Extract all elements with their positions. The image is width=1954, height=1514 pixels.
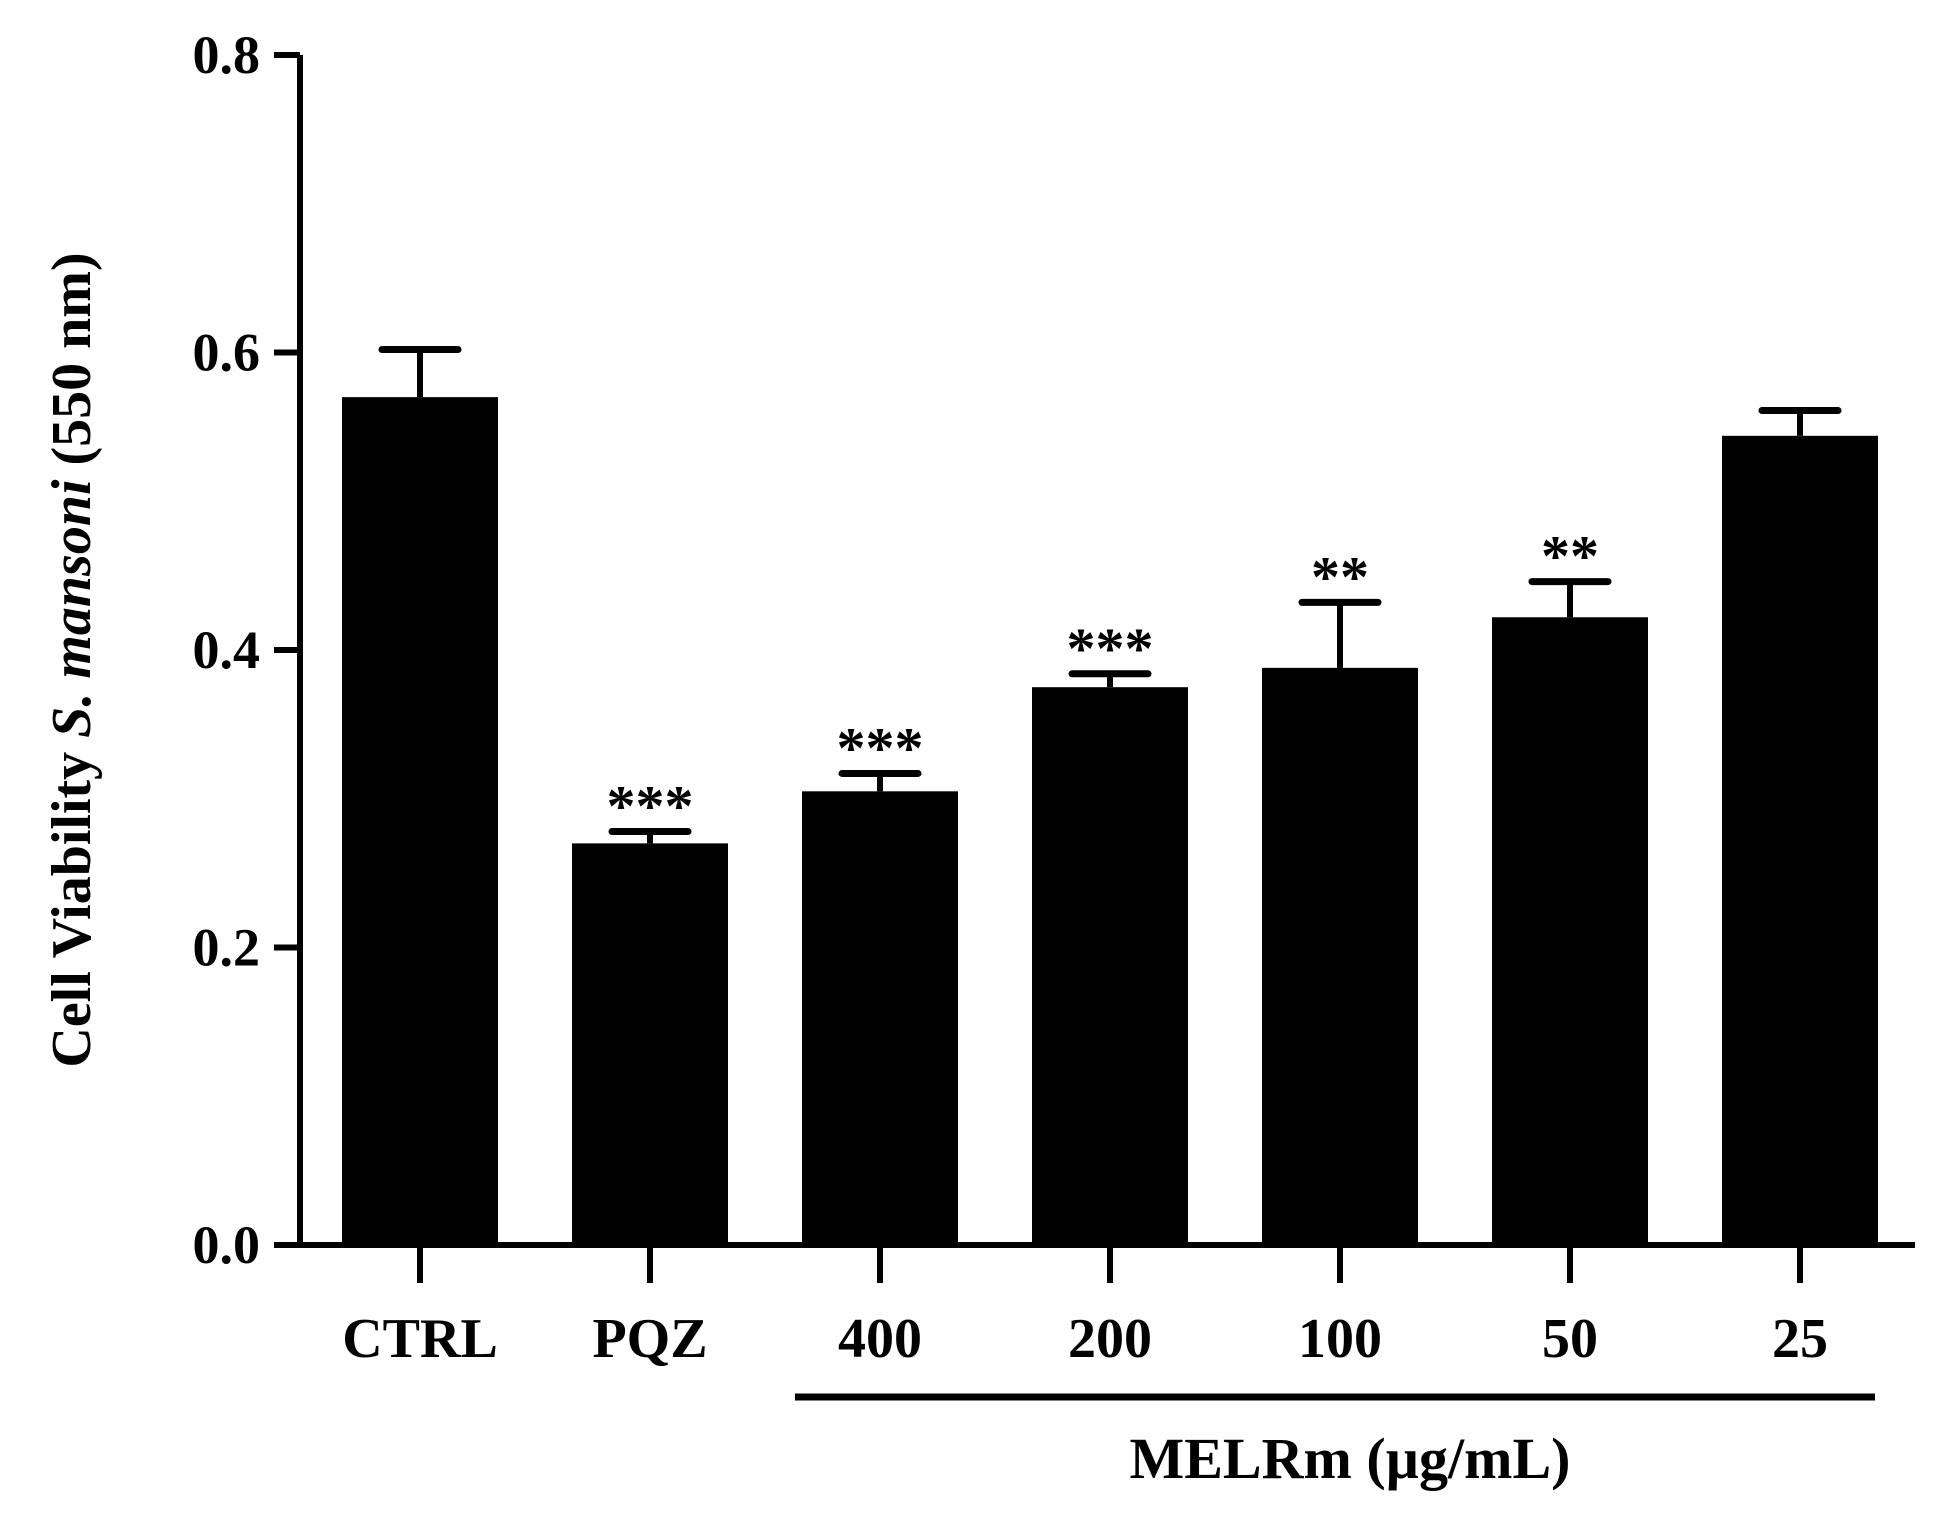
group-annotation: MELRm (µg/mL) [795,1393,1875,1491]
bar-400 [802,791,958,1245]
bar-25 [1722,435,1878,1245]
group-label: MELRm (µg/mL) [1130,1426,1571,1491]
x-tick-label-400: 400 [838,1308,922,1370]
x-tick-label-25: 25 [1772,1308,1828,1370]
y-tick-label: 0.4 [193,620,261,680]
y-tick-labels: 0.0 0.2 0.4 0.6 0.8 [193,25,261,1275]
bars [342,397,1878,1245]
y-axis-label-part-2: S. mansoni [41,479,103,738]
y-tick-label: 0.2 [193,918,261,978]
x-tick-label-200: 200 [1068,1308,1152,1370]
significance-marker: *** [1067,616,1154,681]
y-axis-label: Cell Viability S. mansoni (550 nm) [41,252,103,1067]
y-axis-label-part-1: Cell Viability [41,738,103,1068]
x-tick-labels: CTRL PQZ 400 200 100 50 25 [342,1308,1828,1370]
significance-markers: *********** ** [607,524,1600,839]
significance-marker: *** [607,773,694,838]
bar-50 [1492,617,1648,1245]
significance-marker: ** [1541,524,1599,589]
bar-pqz [572,843,728,1245]
x-tick-label-50: 50 [1542,1308,1598,1370]
x-tick-label-ctrl: CTRL [342,1308,498,1370]
significance-marker: *** [837,715,924,780]
bar-100 [1262,667,1418,1245]
x-tick-label-100: 100 [1298,1308,1382,1370]
error-bars [378,346,1842,844]
y-tick-label: 0.0 [193,1215,261,1275]
x-tick-label-pqz: PQZ [592,1308,707,1370]
bar-200 [1032,687,1188,1245]
y-axis-label-part-3: (550 nm) [41,252,103,479]
significance-marker: ** [1311,544,1369,609]
y-tick-label: 0.8 [193,25,261,85]
bar-ctrl [342,397,498,1245]
y-tick-label: 0.6 [193,323,261,383]
